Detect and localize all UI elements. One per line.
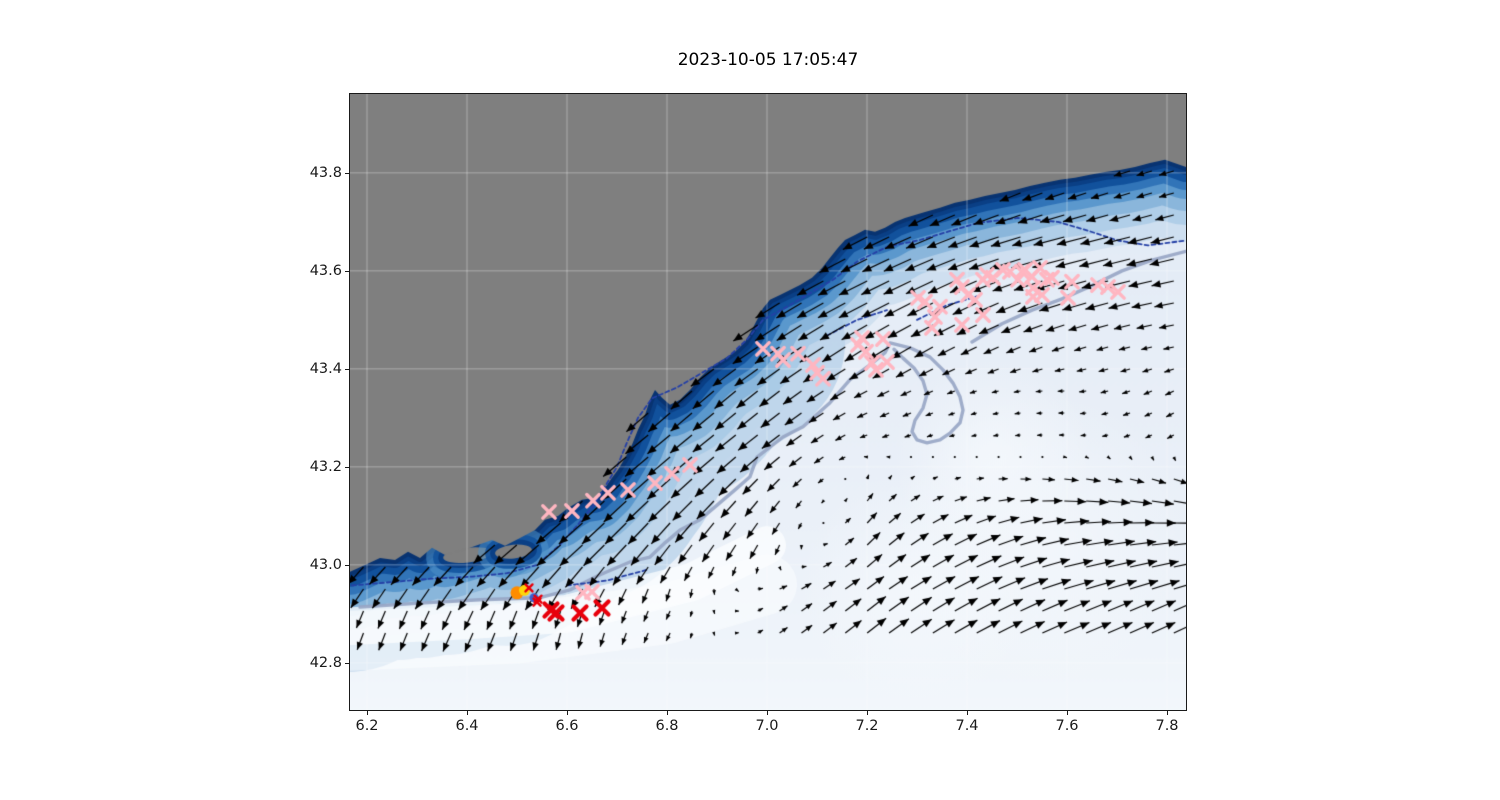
x-tick-label: 7.6	[1055, 718, 1079, 734]
x-tick-label: 6.8	[655, 718, 679, 734]
x-tick-mark	[767, 710, 768, 715]
x-tick-label: 6.2	[355, 718, 379, 734]
x-tick-label: 7.0	[755, 718, 779, 734]
x-tick-label: 7.8	[1155, 718, 1179, 734]
x-tick-label: 6.6	[555, 718, 579, 734]
y-tick-label: 43.0	[309, 556, 342, 573]
y-tick-label: 43.2	[309, 458, 342, 475]
x-tick-mark	[667, 710, 668, 715]
x-tick-mark	[1167, 710, 1168, 715]
x-tick-mark	[867, 710, 868, 715]
x-tick-mark	[1067, 710, 1068, 715]
x-tick-mark	[467, 710, 468, 715]
x-tick-label: 7.4	[955, 718, 979, 734]
y-tick-label: 43.8	[309, 164, 342, 181]
x-tick-label: 6.4	[455, 718, 479, 734]
y-tick-mark	[345, 466, 350, 468]
x-tick-mark	[367, 710, 368, 715]
map-plot-area	[349, 93, 1187, 711]
y-tick-mark	[345, 172, 350, 174]
x-tick-label: 7.2	[855, 718, 879, 734]
y-tick-label: 43.6	[309, 262, 342, 279]
y-tick-label: 43.4	[309, 360, 342, 377]
y-tick-label: 42.8	[309, 654, 342, 671]
y-tick-mark	[345, 564, 350, 566]
y-tick-mark	[345, 368, 350, 370]
plot-title: 2023-10-05 17:05:47	[677, 50, 859, 70]
x-tick-mark	[567, 710, 568, 715]
y-tick-mark	[345, 662, 350, 664]
map-canvas	[350, 94, 1186, 710]
x-tick-mark	[967, 710, 968, 715]
y-tick-mark	[345, 270, 350, 272]
